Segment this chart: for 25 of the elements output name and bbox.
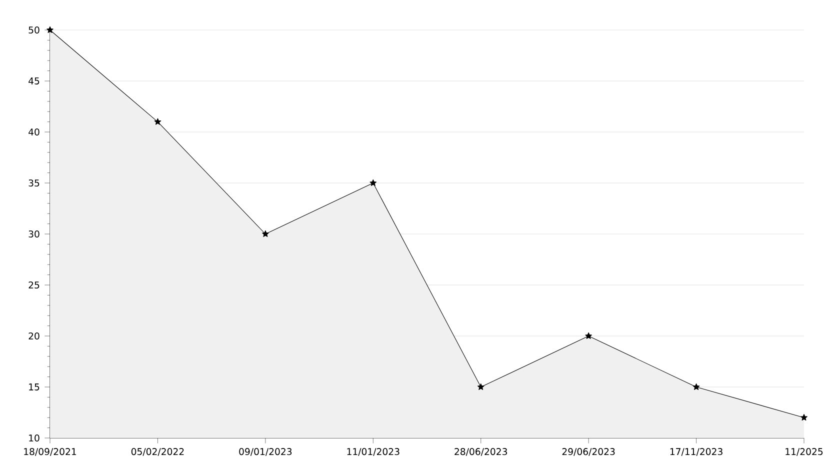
- y-tick-label: 50: [28, 26, 40, 34]
- point: [154, 118, 162, 125]
- x-tick-label: 11/01/2023: [347, 448, 400, 456]
- x-tick-label: 18/09/2021: [24, 448, 76, 456]
- y-tick-label: 35: [28, 179, 40, 187]
- x-tick-label: 09/01/2023: [239, 448, 292, 456]
- y-tick-label: 10: [29, 434, 40, 442]
- y-tick-label: 40: [28, 128, 40, 136]
- x-tick-label: 17/11/2023: [670, 448, 722, 456]
- point: [692, 383, 700, 390]
- y-tick-label: 20: [28, 332, 40, 340]
- x-tick-label: 05/02/2022: [131, 448, 184, 456]
- y-tick-label: 15: [29, 384, 40, 390]
- point: [262, 230, 269, 237]
- point: [370, 179, 377, 186]
- y-tick-label: 45: [28, 78, 40, 84]
- point: [46, 26, 54, 33]
- x-tick-label: 11/2025: [786, 448, 823, 456]
- point: [585, 332, 592, 339]
- point: [800, 414, 808, 421]
- x-tick-label: 28/06/2023: [454, 448, 507, 456]
- y-tick-label: 30: [28, 230, 40, 238]
- point: [477, 383, 484, 390]
- y-tick-label: 25: [28, 281, 40, 289]
- x-tick-label: 29/06/2023: [562, 448, 615, 456]
